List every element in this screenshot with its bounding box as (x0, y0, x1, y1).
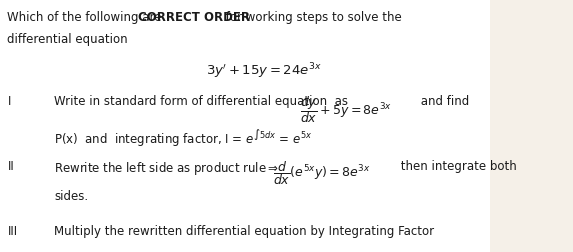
Text: II: II (7, 159, 14, 172)
Text: P(x)  and  integrating factor, I = $e^{\int 5dx}$ = $e^{5x}$: P(x) and integrating factor, I = $e^{\in… (54, 126, 313, 147)
Text: sides.: sides. (54, 190, 89, 202)
Text: and find: and find (417, 94, 469, 107)
Text: Which of the following are: Which of the following are (7, 11, 166, 24)
Text: Write in standard form of differential equation  as: Write in standard form of differential e… (54, 94, 356, 107)
Text: then integrate both: then integrate both (397, 159, 516, 172)
Text: $3y'+15y=24e^{3x}$: $3y'+15y=24e^{3x}$ (206, 61, 321, 80)
Text: $\dfrac{dy}{dx}+5y=8e^{3x}$: $\dfrac{dy}{dx}+5y=8e^{3x}$ (300, 93, 391, 124)
Text: for working steps to solve the: for working steps to solve the (222, 11, 402, 24)
FancyBboxPatch shape (490, 0, 573, 252)
Text: Multiply the rewritten differential equation by Integrating Factor: Multiply the rewritten differential equa… (54, 224, 434, 237)
Text: III: III (7, 224, 18, 237)
Text: Rewrite the left side as product rule$\Rightarrow$: Rewrite the left side as product rule$\R… (54, 159, 280, 176)
Text: I: I (7, 94, 11, 107)
Text: differential equation: differential equation (7, 33, 128, 46)
Text: CORRECT ORDER: CORRECT ORDER (138, 11, 250, 24)
Text: $\dfrac{d}{dx}(e^{5x}y)=8e^{3x}$: $\dfrac{d}{dx}(e^{5x}y)=8e^{3x}$ (273, 158, 371, 186)
